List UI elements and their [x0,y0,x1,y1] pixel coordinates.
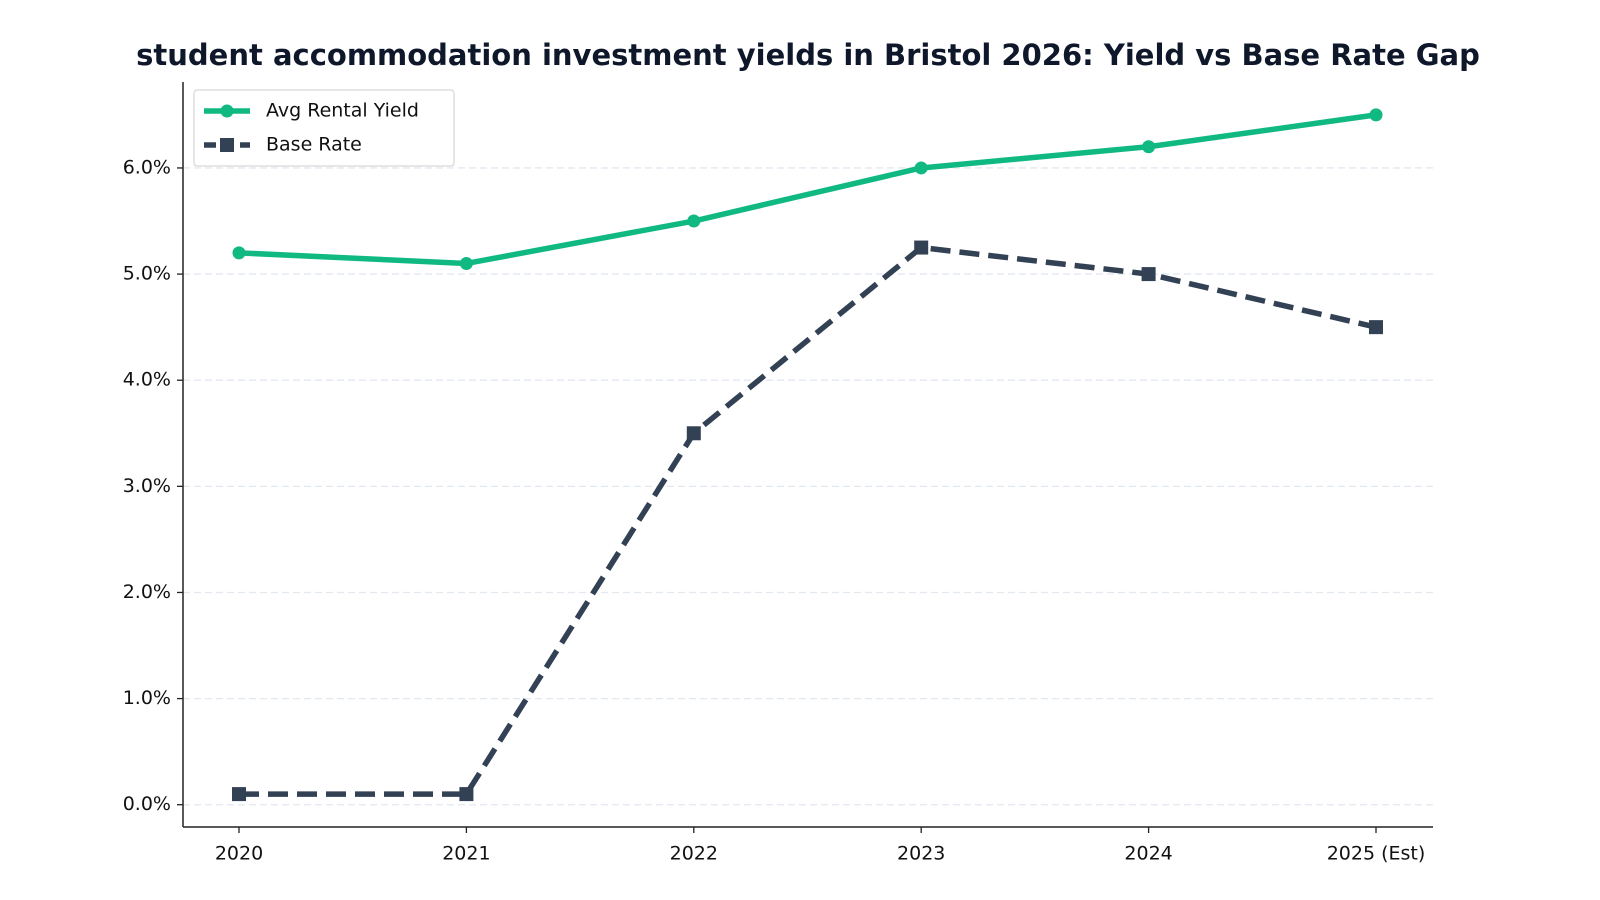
legend-box [193,89,455,167]
data-point [914,240,929,255]
x-tick-label: 2025 (Est) [1327,843,1426,865]
data-point [1369,108,1383,122]
series-line [238,112,1377,267]
data-point [914,161,928,175]
y-tick-label: 5.0% [123,263,171,285]
x-tick-label: 2021 [442,843,490,865]
chart-title: student accommodation investment yields … [136,38,1480,72]
data-point [1369,320,1383,335]
x-tick-label: 2023 [897,843,945,865]
data-point [686,426,701,441]
series-line [239,244,1377,797]
legend-marker [220,138,234,152]
legend-label: Avg Rental Yield [266,100,419,122]
data-point [459,256,473,270]
data-point [459,787,474,802]
y-tick-label: 4.0% [123,369,171,391]
data-point [687,214,701,228]
y-tick-label: 0.0% [123,793,171,815]
y-tick-label: 3.0% [123,475,171,497]
x-tick-label: 2020 [215,843,263,865]
data-point [1142,140,1156,154]
legend-label: Base Rate [266,134,362,156]
y-tick-label: 6.0% [123,156,171,178]
x-tick-label: 2022 [670,843,718,865]
data-point [232,787,246,802]
data-point [232,246,246,260]
x-tick-label: 2024 [1124,843,1172,865]
y-tick-label: 2.0% [123,581,171,603]
y-tick-label: 1.0% [123,687,171,709]
data-point [1141,267,1156,282]
legend-marker [220,104,234,118]
